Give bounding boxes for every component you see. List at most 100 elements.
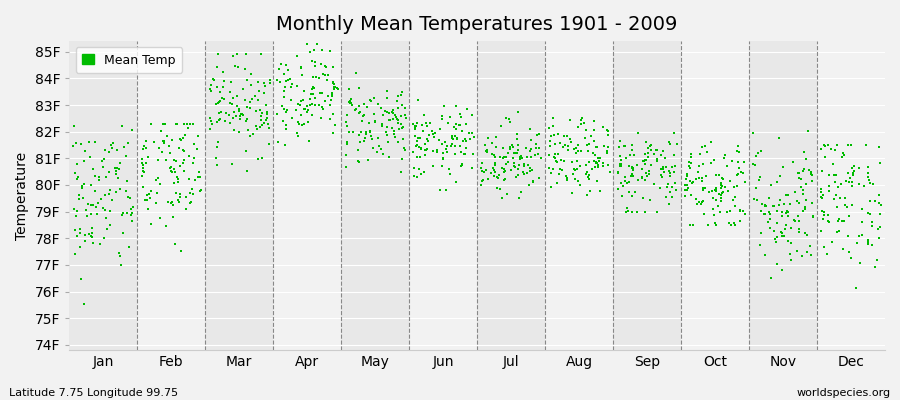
Point bbox=[256, 80, 271, 86]
Point bbox=[301, 119, 315, 126]
Point bbox=[238, 118, 253, 124]
Point bbox=[358, 134, 373, 141]
Point bbox=[626, 164, 640, 171]
Point bbox=[413, 146, 428, 152]
Point bbox=[794, 176, 808, 182]
Point bbox=[559, 173, 573, 180]
Point bbox=[252, 88, 266, 94]
Point bbox=[802, 166, 816, 173]
Point bbox=[499, 161, 513, 167]
Point bbox=[210, 119, 224, 126]
Point bbox=[758, 211, 772, 217]
Point bbox=[484, 150, 499, 157]
Point bbox=[665, 194, 680, 200]
Point bbox=[766, 203, 780, 209]
Point bbox=[534, 155, 548, 161]
Point bbox=[860, 169, 875, 176]
Point bbox=[656, 163, 670, 170]
Point bbox=[518, 145, 533, 152]
Point bbox=[192, 169, 206, 176]
Point bbox=[845, 179, 859, 186]
Point bbox=[205, 120, 220, 127]
Point bbox=[780, 209, 795, 215]
Point bbox=[184, 199, 198, 205]
Point bbox=[166, 180, 181, 186]
Point bbox=[441, 120, 455, 126]
Point bbox=[872, 235, 886, 241]
Point bbox=[209, 101, 223, 108]
Point bbox=[382, 117, 397, 123]
Point bbox=[654, 166, 669, 172]
Point bbox=[223, 79, 238, 86]
Point bbox=[865, 223, 879, 230]
Point bbox=[683, 222, 698, 228]
Point bbox=[298, 106, 312, 112]
Point bbox=[380, 124, 394, 130]
Point bbox=[356, 138, 371, 145]
Point bbox=[178, 132, 193, 138]
Point bbox=[320, 77, 334, 83]
Point bbox=[681, 185, 696, 191]
Point bbox=[706, 211, 721, 218]
Point bbox=[276, 71, 291, 77]
Point bbox=[445, 132, 459, 139]
Point bbox=[617, 174, 632, 180]
Point bbox=[816, 216, 831, 222]
Point bbox=[562, 117, 577, 123]
Point bbox=[664, 164, 679, 170]
Point bbox=[572, 182, 587, 188]
Point bbox=[439, 145, 454, 152]
Point bbox=[726, 220, 741, 226]
Point bbox=[752, 177, 766, 183]
Point bbox=[326, 130, 340, 136]
Point bbox=[874, 202, 888, 208]
Point bbox=[193, 187, 207, 194]
Point bbox=[104, 142, 118, 148]
Point bbox=[480, 146, 494, 153]
Point bbox=[657, 154, 671, 161]
Point bbox=[723, 208, 737, 215]
Point bbox=[160, 133, 175, 139]
Point bbox=[600, 126, 615, 133]
Point bbox=[823, 218, 837, 225]
Point bbox=[572, 123, 586, 130]
Point bbox=[94, 158, 109, 164]
Point bbox=[772, 202, 787, 208]
Point bbox=[753, 241, 768, 248]
Point bbox=[259, 115, 274, 121]
Point bbox=[639, 139, 653, 146]
Point bbox=[638, 157, 652, 163]
Point bbox=[636, 194, 651, 201]
Point bbox=[730, 182, 744, 189]
Point bbox=[853, 260, 868, 266]
Point bbox=[111, 175, 125, 182]
Point bbox=[157, 138, 171, 144]
Point bbox=[758, 202, 772, 209]
Point bbox=[817, 244, 832, 250]
Point bbox=[549, 157, 563, 164]
Point bbox=[338, 164, 353, 170]
Point bbox=[307, 46, 321, 53]
Point bbox=[302, 107, 316, 114]
Point bbox=[88, 139, 103, 145]
Point bbox=[649, 208, 663, 215]
Point bbox=[352, 110, 366, 116]
Point bbox=[219, 110, 233, 116]
Point bbox=[795, 253, 809, 260]
Point bbox=[830, 142, 844, 148]
Point bbox=[814, 146, 828, 152]
Point bbox=[667, 130, 681, 136]
Point bbox=[406, 148, 420, 155]
Point bbox=[185, 160, 200, 166]
Point bbox=[488, 162, 502, 168]
Point bbox=[81, 139, 95, 145]
Point bbox=[353, 109, 367, 115]
Point bbox=[800, 249, 814, 256]
Point bbox=[376, 151, 391, 158]
Point bbox=[695, 175, 709, 182]
Point bbox=[625, 142, 639, 148]
Point bbox=[784, 225, 798, 231]
Point bbox=[761, 209, 776, 216]
Point bbox=[629, 208, 643, 215]
Point bbox=[643, 143, 657, 149]
